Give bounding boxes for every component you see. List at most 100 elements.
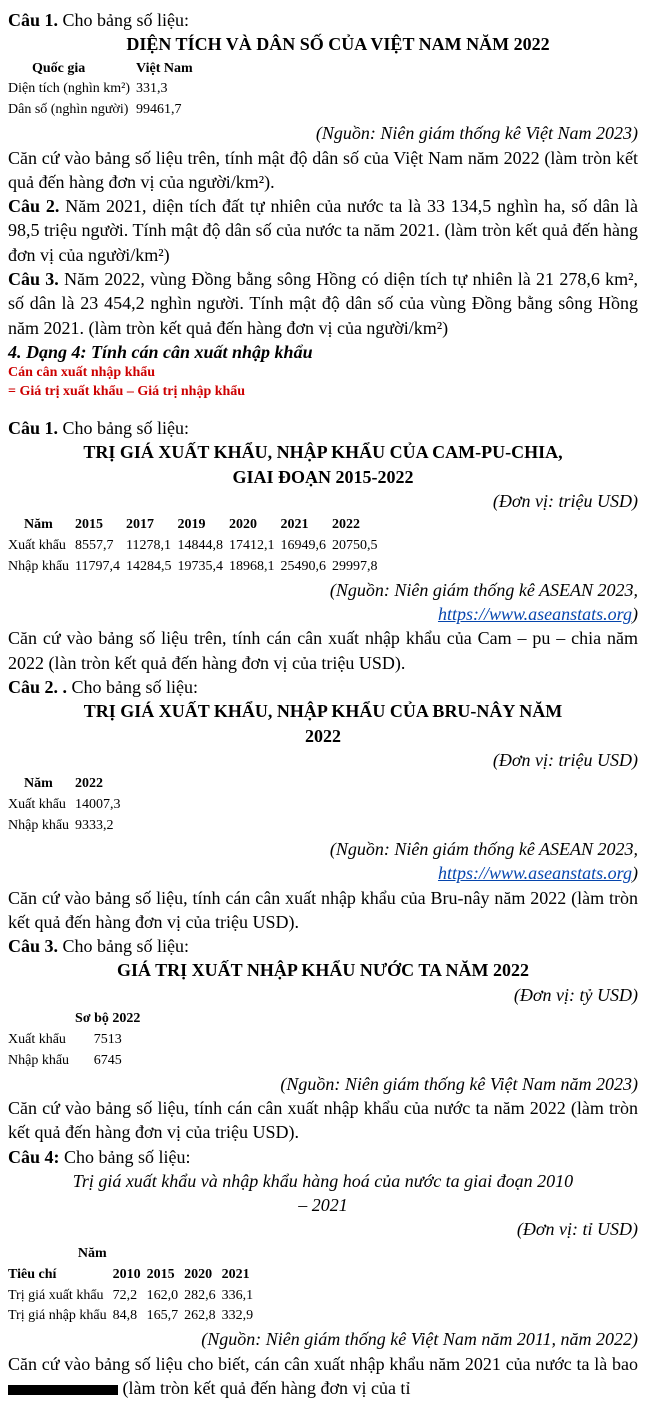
s2q1-im6: 29997,8 (332, 557, 384, 578)
s2q1-y6: 2022 (332, 515, 384, 536)
s2q1-y1: 2015 (75, 515, 126, 536)
q3-body: Năm 2022, vùng Đồng bằng sông Hồng có di… (8, 269, 638, 338)
s2q2-intro: Cho bảng số liệu: (67, 677, 198, 697)
s2q2-unit: (Đơn vị: triệu USD) (8, 748, 638, 772)
s2q2-label: Câu 2. . (8, 677, 67, 697)
s2q4-y1: 2010 (113, 1244, 147, 1286)
s2q1-ex4: 17412,1 (229, 536, 281, 557)
s2q4-im1: 84,8 (113, 1306, 147, 1327)
s2q1-year-label: Năm (8, 515, 75, 536)
s2q4-ex1: 72,2 (113, 1286, 147, 1307)
s2q4-body: Căn cứ vào bảng số liệu cho biết, cán câ… (8, 1352, 638, 1401)
s2q4-y2: 2015 (147, 1244, 185, 1286)
s2q4-ex3: 282,6 (184, 1286, 222, 1307)
s2q1-y4: 2020 (229, 515, 281, 536)
s2q3-unit: (Đơn vị: tỷ USD) (8, 983, 638, 1007)
q1-table: Quốc gia Việt Nam Diện tích (nghìn km²) … (8, 59, 199, 122)
s2q3-heading: Câu 3. Cho bảng số liệu: (8, 934, 638, 958)
s2q1-unit: (Đơn vị: triệu USD) (8, 489, 638, 513)
q1-label: Câu 1. (8, 10, 58, 30)
s2q1-ex6: 20750,5 (332, 536, 384, 557)
q1-title: DIỆN TÍCH VÀ DÂN SỐ CỦA VIỆT NAM NĂM 202… (38, 32, 638, 56)
q1-source: (Nguồn: Niên giám thống kê Việt Nam 2023… (8, 121, 638, 145)
q1-row1-value: 331,3 (136, 79, 199, 100)
s2q4-source: (Nguồn: Niên giám thống kê Việt Nam năm … (8, 1327, 638, 1351)
s2q4-intro: Cho bảng số liệu: (60, 1147, 191, 1167)
s2q2-body: Căn cứ vào bảng số liệu, tính cán cân xu… (8, 886, 638, 935)
s2q4-body-post: (làm tròn kết quả đến hàng đơn vị của tỉ (118, 1378, 410, 1398)
dang4-title: 4. Dạng 4: Tính cán cân xuất nhập khẩu (8, 340, 638, 364)
s2q4-body-pre: Căn cứ vào bảng số liệu cho biết, cán câ… (8, 1354, 638, 1374)
q1-col-header: Quốc gia (8, 59, 136, 80)
s2q3-col-header: Sơ bộ 2022 (75, 1009, 146, 1030)
s2q4-ex4: 336,1 (222, 1286, 260, 1307)
q1-col-value: Việt Nam (136, 59, 199, 80)
s2q1-im5: 25490,6 (281, 557, 333, 578)
s2q2-import-label: Nhập khẩu (8, 816, 75, 837)
s2q1-label: Câu 1. (8, 418, 58, 438)
s2q1-heading: Câu 1. Cho bảng số liệu: (8, 416, 638, 440)
q1-intro: Cho bảng số liệu: (58, 10, 189, 30)
q2-body: Năm 2021, diện tích đất tự nhiên của nướ… (8, 196, 638, 265)
s2q4-year-label: Năm (8, 1244, 113, 1265)
s2q1-ex2: 11278,1 (126, 536, 178, 557)
s2q4-table: Năm 2010 2015 2020 2021 Tiêu chí Trị giá… (8, 1244, 259, 1328)
s2q4-export-label: Trị giá xuất khẩu (8, 1286, 113, 1307)
s2q1-im4: 18968,1 (229, 557, 281, 578)
s2q3-import-label: Nhập khẩu (8, 1051, 75, 1072)
s2q4-import-label: Trị giá nhập khẩu (8, 1306, 113, 1327)
s2q1-ex1: 8557,7 (75, 536, 126, 557)
s2q4-ex2: 162,0 (147, 1286, 185, 1307)
s2q2-title2: 2022 (8, 724, 638, 748)
s2q1-import-label: Nhập khẩu (8, 557, 75, 578)
s2q4-label: Câu 4: (8, 1147, 60, 1167)
s2q4-unit: (Đơn vị: tỉ USD) (8, 1217, 638, 1241)
s2q1-im1: 11797,4 (75, 557, 126, 578)
s2q1-body: Căn cứ vào bảng số liệu trên, tính cán c… (8, 626, 638, 675)
s2q3-export-label: Xuất khẩu (8, 1030, 75, 1051)
s2q2-heading: Câu 2. . Cho bảng số liệu: (8, 675, 638, 699)
q3-label: Câu 3. (8, 269, 59, 289)
s2q1-source-link[interactable]: https://www.aseanstats.org (438, 604, 632, 624)
s2q3-table: Sơ bộ 2022 Xuất khẩu 7513 Nhập khẩu 6745 (8, 1009, 146, 1072)
s2q3-source: (Nguồn: Niên giám thống kê Việt Nam năm … (8, 1072, 638, 1096)
s2q4-heading: Câu 4: Cho bảng số liệu: (8, 1145, 638, 1169)
s2q4-im2: 165,7 (147, 1306, 185, 1327)
s2q3-export: 7513 (75, 1030, 146, 1051)
s2q4-title2: – 2021 (8, 1193, 638, 1217)
s2q3-label: Câu 3. (8, 936, 58, 956)
s2q1-table: Năm 2015 2017 2019 2020 2021 2022 Xuất k… (8, 515, 384, 578)
s2q1-source-post: ) (632, 604, 638, 624)
dang4-line2: = Giá trị xuất khẩu – Giá trị nhập khẩu (8, 383, 638, 402)
s2q2-export: 14007,3 (75, 795, 127, 816)
s2q1-y3: 2019 (178, 515, 230, 536)
s2q1-im3: 19735,4 (178, 557, 230, 578)
s2q2-year-label: Năm (8, 774, 75, 795)
s2q3-body: Căn cứ vào bảng số liệu, tính cán cân xu… (8, 1096, 638, 1145)
s2q2-year: 2022 (75, 774, 127, 795)
s2q1-source-line2: https://www.aseanstats.org) (8, 602, 638, 626)
q2-para: Câu 2. Năm 2021, diện tích đất tự nhiên … (8, 194, 638, 267)
s2q4-y3: 2020 (184, 1244, 222, 1286)
dang4-line1: Cán cân xuất nhập khẩu (8, 364, 638, 383)
s2q2-source-link[interactable]: https://www.aseanstats.org (438, 863, 632, 883)
s2q1-ex5: 16949,6 (281, 536, 333, 557)
s2q4-y4: 2021 (222, 1244, 260, 1286)
s2q1-y5: 2021 (281, 515, 333, 536)
s2q1-title2: GIAI ĐOẠN 2015-2022 (8, 465, 638, 489)
s2q4-criteria: Tiêu chí (8, 1265, 113, 1286)
s2q2-source-line1: (Nguồn: Niên giám thống kê ASEAN 2023, (8, 837, 638, 861)
s2q1-export-label: Xuất khẩu (8, 536, 75, 557)
q1-row2-label: Dân số (nghìn người) (8, 100, 136, 121)
s2q1-y2: 2017 (126, 515, 178, 536)
s2q2-source-post: ) (632, 863, 638, 883)
s2q3-title: GIÁ TRỊ XUẤT NHẬP KHẨU NƯỚC TA NĂM 2022 (8, 958, 638, 982)
q1-heading: Câu 1. Cho bảng số liệu: (8, 8, 638, 32)
q3-para: Câu 3. Năm 2022, vùng Đồng bằng sông Hồn… (8, 267, 638, 340)
s2q2-title1: TRỊ GIÁ XUẤT KHẨU, NHẬP KHẨU CỦA BRU-NÂY… (8, 699, 638, 723)
s2q4-im4: 332,9 (222, 1306, 260, 1327)
s2q1-source-line1: (Nguồn: Niên giám thống kê ASEAN 2023, (8, 578, 638, 602)
s2q2-export-label: Xuất khẩu (8, 795, 75, 816)
redacted-bar (8, 1385, 118, 1395)
s2q4-title1: Trị giá xuất khẩu và nhập khẩu hàng hoá … (8, 1169, 638, 1193)
